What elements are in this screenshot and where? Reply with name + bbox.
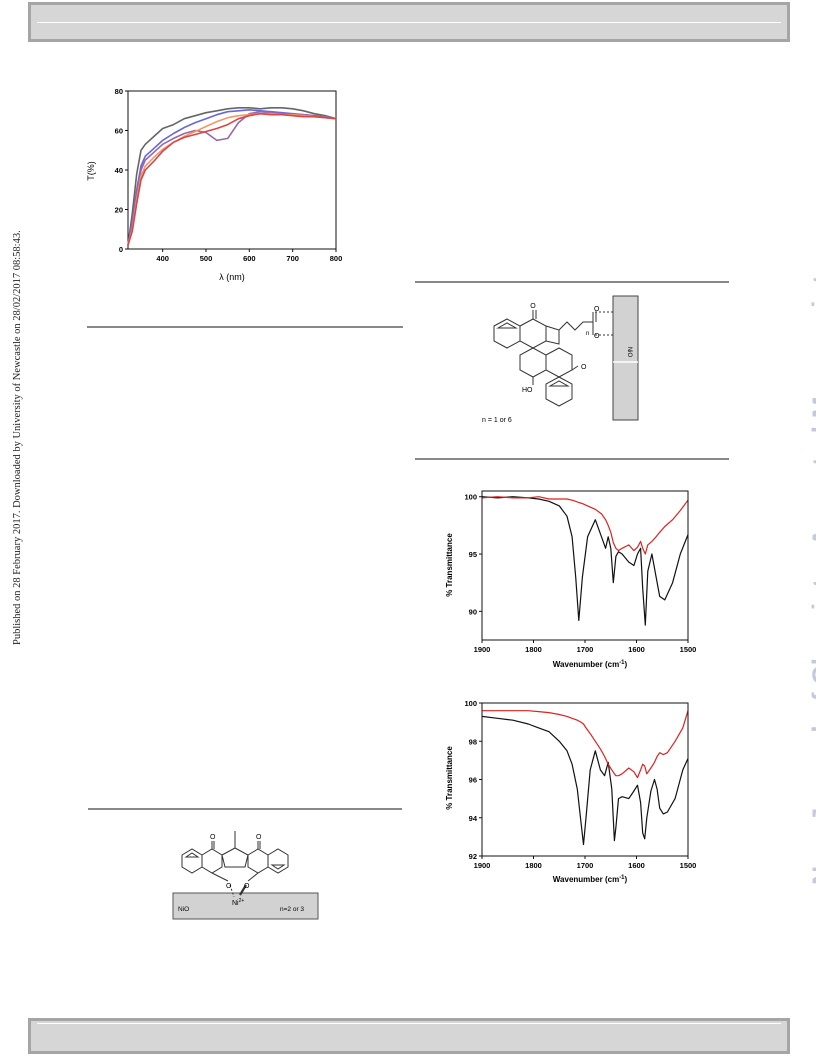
oxygen-label-right-bottom: O	[244, 883, 250, 890]
oxygen-label-left-bottom: O	[226, 883, 232, 890]
rule-right-middle	[415, 458, 729, 460]
oxygen-label-right-top: O	[256, 834, 262, 841]
y-tick-label: 80	[115, 87, 123, 96]
x-tick-label: 700	[286, 254, 299, 263]
chart2-xlabel: Wavenumber (cm-1)	[553, 660, 628, 669]
series-line-1	[481, 496, 689, 626]
scheme-right-ho-label: HO	[522, 387, 533, 394]
y-tick-label: 96	[469, 776, 477, 785]
journal-watermark: New Journal of Chemistry Accepted Manusc…	[807, 274, 816, 885]
scheme-chelated-dye: O O O O Ni2+ NiO n=2 or 3	[172, 831, 319, 920]
oxygen-label-anchor-bottom: O	[594, 333, 600, 340]
footer-band-line	[37, 1023, 781, 1024]
series-line-4	[127, 112, 337, 246]
chart2-ylabel: % Transmittance	[445, 533, 454, 597]
chart1-ylabel: T(%)	[86, 161, 96, 181]
y-tick-label: 90	[469, 607, 477, 616]
series-line-1	[127, 107, 337, 246]
x-tick-label: 1700	[577, 645, 594, 654]
rule-left-lower	[88, 808, 402, 810]
header-band	[28, 2, 790, 42]
chart1-xlabel: λ (nm)	[219, 272, 245, 282]
ir-spectrum-top: 1900 1800 1700 1600 1500 90 95 100 % Transmitta…	[445, 490, 697, 669]
oxygen-label-right: O	[581, 364, 587, 371]
publication-notice: Published on 28 February 2017. Downloade…	[12, 230, 23, 645]
x-tick-label: 1900	[474, 645, 491, 654]
y-tick-label: 95	[469, 550, 477, 559]
scheme-left-n-label: n=2 or 3	[280, 906, 304, 913]
series-line-2	[127, 109, 337, 246]
footer-band	[28, 1018, 790, 1054]
scheme-right-caption: n = 1 or 6	[482, 417, 512, 424]
x-tick-label: 1500	[680, 645, 697, 654]
chart2-frame	[481, 490, 689, 641]
x-tick-label: 500	[200, 254, 213, 263]
series-line-2	[482, 710, 689, 779]
x-tick-label: 1600	[628, 861, 645, 870]
x-tick-label: 1600	[628, 645, 645, 654]
header-band-line	[37, 22, 781, 23]
oxygen-label-anchor-top: O	[594, 306, 600, 313]
y-tick-label: 100	[464, 699, 477, 708]
scheme-left-nio-label: NiO	[178, 906, 189, 913]
oxygen-label-top: O	[530, 303, 536, 310]
series-line-2	[481, 496, 689, 555]
x-tick-label: 1900	[474, 861, 491, 870]
y-tick-label: 0	[119, 245, 123, 254]
chart3-ylabel: % Transmittance	[445, 746, 454, 810]
y-tick-label: 20	[115, 206, 123, 215]
scheme-right-nio-label: NiO	[626, 347, 632, 358]
chart3-xlabel: Wavenumber (cm-1)	[553, 875, 628, 884]
y-tick-label: 60	[115, 127, 123, 136]
x-tick-label: 1800	[525, 645, 542, 654]
x-tick-label: 1700	[577, 861, 594, 870]
series-line-1	[481, 715, 689, 846]
y-tick-label: 100	[464, 493, 477, 502]
y-tick-label: 40	[115, 166, 123, 175]
scheme-right-n-label: n	[586, 331, 589, 337]
scheme-left-ni-label: Ni2+	[232, 898, 244, 907]
series-line-5	[127, 112, 337, 246]
rule-right-upper	[415, 281, 729, 283]
y-tick-label: 92	[469, 852, 477, 861]
ir-spectrum-bottom: 1900 1800 1700 1600 1500 92 94 96 98 100 % Transm…	[445, 699, 697, 884]
oxygen-label-left-top: O	[210, 834, 216, 841]
x-tick-label: 600	[243, 254, 256, 263]
x-tick-label: 800	[330, 254, 343, 263]
rule-left-upper	[87, 326, 403, 328]
y-tick-label: 98	[469, 737, 477, 746]
scheme-anchored-dye: O O O O n HO NiO n = 1 or 6	[482, 295, 639, 424]
x-tick-label: 1500	[680, 861, 697, 870]
x-tick-label: 1800	[525, 861, 542, 870]
y-tick-label: 94	[469, 814, 478, 823]
uv-vis-chart: 400 500 600 700 800 0 20 40 60 80 T(%) λ (nm)	[86, 87, 343, 282]
x-tick-label: 400	[156, 254, 169, 263]
